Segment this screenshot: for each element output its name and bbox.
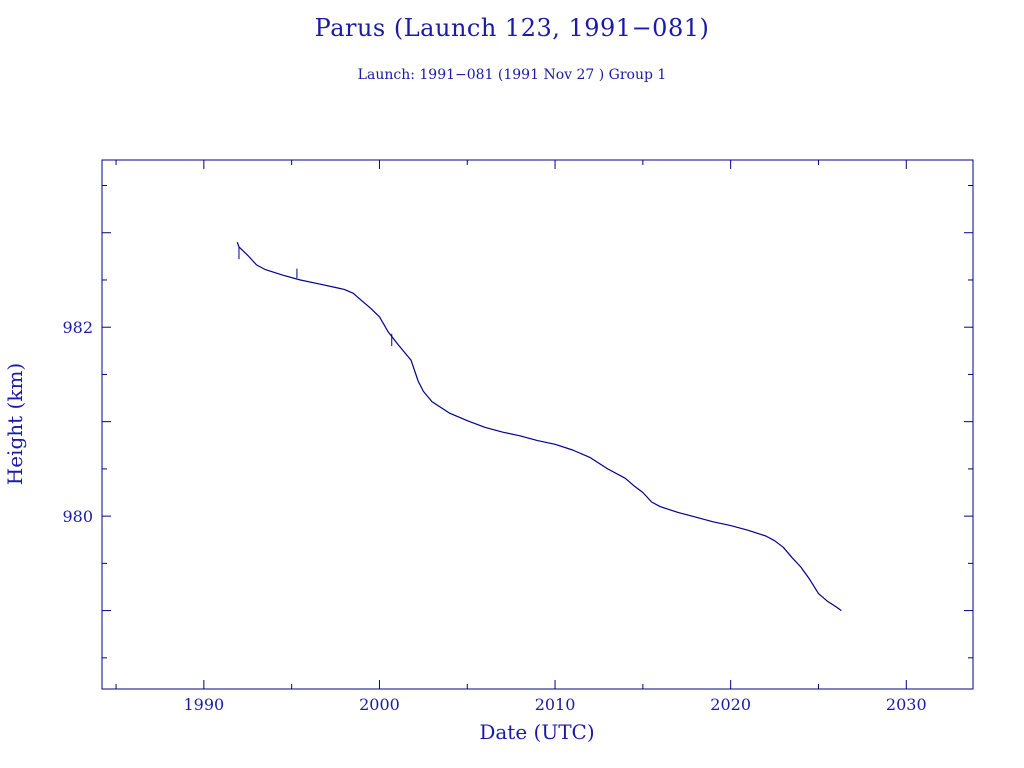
chart-title: Parus (Launch 123, 1991−081): [314, 14, 710, 42]
x-tick-label: 2030: [886, 695, 927, 714]
x-tick-label: 2010: [535, 695, 576, 714]
height-series-line: [236, 241, 842, 612]
plot-frame: [101, 159, 974, 690]
x-axis-label: Date (UTC): [479, 720, 594, 744]
tick-labels: 1990 2000 2010 2020 2030 980 982: [62, 318, 926, 714]
y-tick-label: 980: [62, 507, 93, 526]
x-tick-label: 2000: [359, 695, 400, 714]
series-group: [236, 241, 842, 612]
y-axis-label: Height (km): [3, 363, 27, 485]
x-tick-label: 2020: [710, 695, 751, 714]
tick-marks: [102, 160, 973, 689]
x-tick-label: 1990: [183, 695, 224, 714]
chart-subtitle: Launch: 1991−081 (1991 Nov 27 ) Group 1: [357, 67, 667, 83]
y-tick-label: 982: [62, 318, 93, 337]
